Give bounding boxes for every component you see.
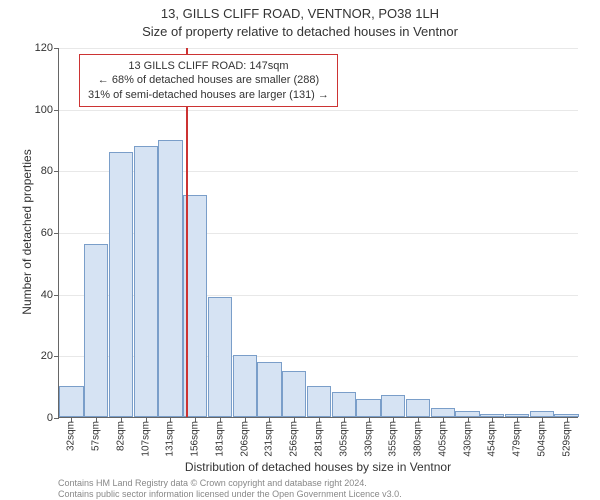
xtick-label: 57sqm [91,421,102,451]
xtick-label: 281sqm [314,421,325,457]
ytick-label: 100 [35,104,53,116]
ytick-mark [54,48,59,49]
histogram-bar [109,152,133,417]
chart-container: 13, GILLS CLIFF ROAD, VENTNOR, PO38 1LH … [0,0,600,500]
histogram-bar [158,140,182,418]
histogram-bar [208,297,232,417]
histogram-bar [307,386,331,417]
xtick-label: 405sqm [437,421,448,457]
annotation-line-1: 13 GILLS CLIFF ROAD: 147sqm [88,59,329,73]
xtick-label: 156sqm [190,421,201,457]
ytick-mark [54,356,59,357]
histogram-bar [59,386,83,417]
histogram-bar [233,355,257,417]
histogram-bar [257,362,281,418]
annotation-line-3: 31% of semi-detached houses are larger (… [88,88,329,102]
xtick-label: 479sqm [512,421,523,457]
ytick-label: 120 [35,42,53,54]
ytick-label: 0 [47,412,53,424]
ytick-mark [54,295,59,296]
xtick-label: 32sqm [66,421,77,451]
title-sub: Size of property relative to detached ho… [0,24,600,39]
gridline [59,110,578,111]
ytick-label: 20 [41,350,53,362]
histogram-bar [282,371,306,417]
xtick-label: 330sqm [363,421,374,457]
xtick-label: 355sqm [388,421,399,457]
histogram-bar [381,395,405,417]
xtick-label: 256sqm [289,421,300,457]
title-main: 13, GILLS CLIFF ROAD, VENTNOR, PO38 1LH [0,6,600,21]
footer-line-2: Contains public sector information licen… [58,489,402,500]
annotation-line-2: ← 68% of detached houses are smaller (28… [88,73,329,87]
annotation-box: 13 GILLS CLIFF ROAD: 147sqm← 68% of deta… [79,54,338,107]
ytick-mark [54,233,59,234]
y-axis-label: Number of detached properties [20,132,34,332]
footer-line-1: Contains HM Land Registry data © Crown c… [58,478,402,489]
xtick-label: 181sqm [214,421,225,457]
ytick-mark [54,171,59,172]
histogram-bar [356,399,380,418]
xtick-label: 82sqm [115,421,126,451]
ytick-mark [54,418,59,419]
xtick-label: 231sqm [264,421,275,457]
xtick-label: 454sqm [487,421,498,457]
ytick-label: 80 [41,165,53,177]
gridline [59,48,578,49]
histogram-bar [406,399,430,418]
xtick-label: 131sqm [165,421,176,457]
xtick-label: 529sqm [561,421,572,457]
xtick-label: 380sqm [413,421,424,457]
histogram-bar [84,244,108,417]
ytick-mark [54,110,59,111]
footer-attribution: Contains HM Land Registry data © Crown c… [58,478,402,500]
ytick-label: 60 [41,227,53,239]
xtick-label: 206sqm [239,421,250,457]
xtick-label: 305sqm [338,421,349,457]
x-axis-label: Distribution of detached houses by size … [58,460,578,474]
xtick-label: 107sqm [140,421,151,457]
xtick-label: 504sqm [536,421,547,457]
histogram-bar [431,408,455,417]
histogram-bar [332,392,356,417]
xtick-label: 430sqm [462,421,473,457]
plot-area: 02040608010012032sqm57sqm82sqm107sqm131s… [58,48,578,418]
histogram-bar [134,146,158,417]
ytick-label: 40 [41,289,53,301]
